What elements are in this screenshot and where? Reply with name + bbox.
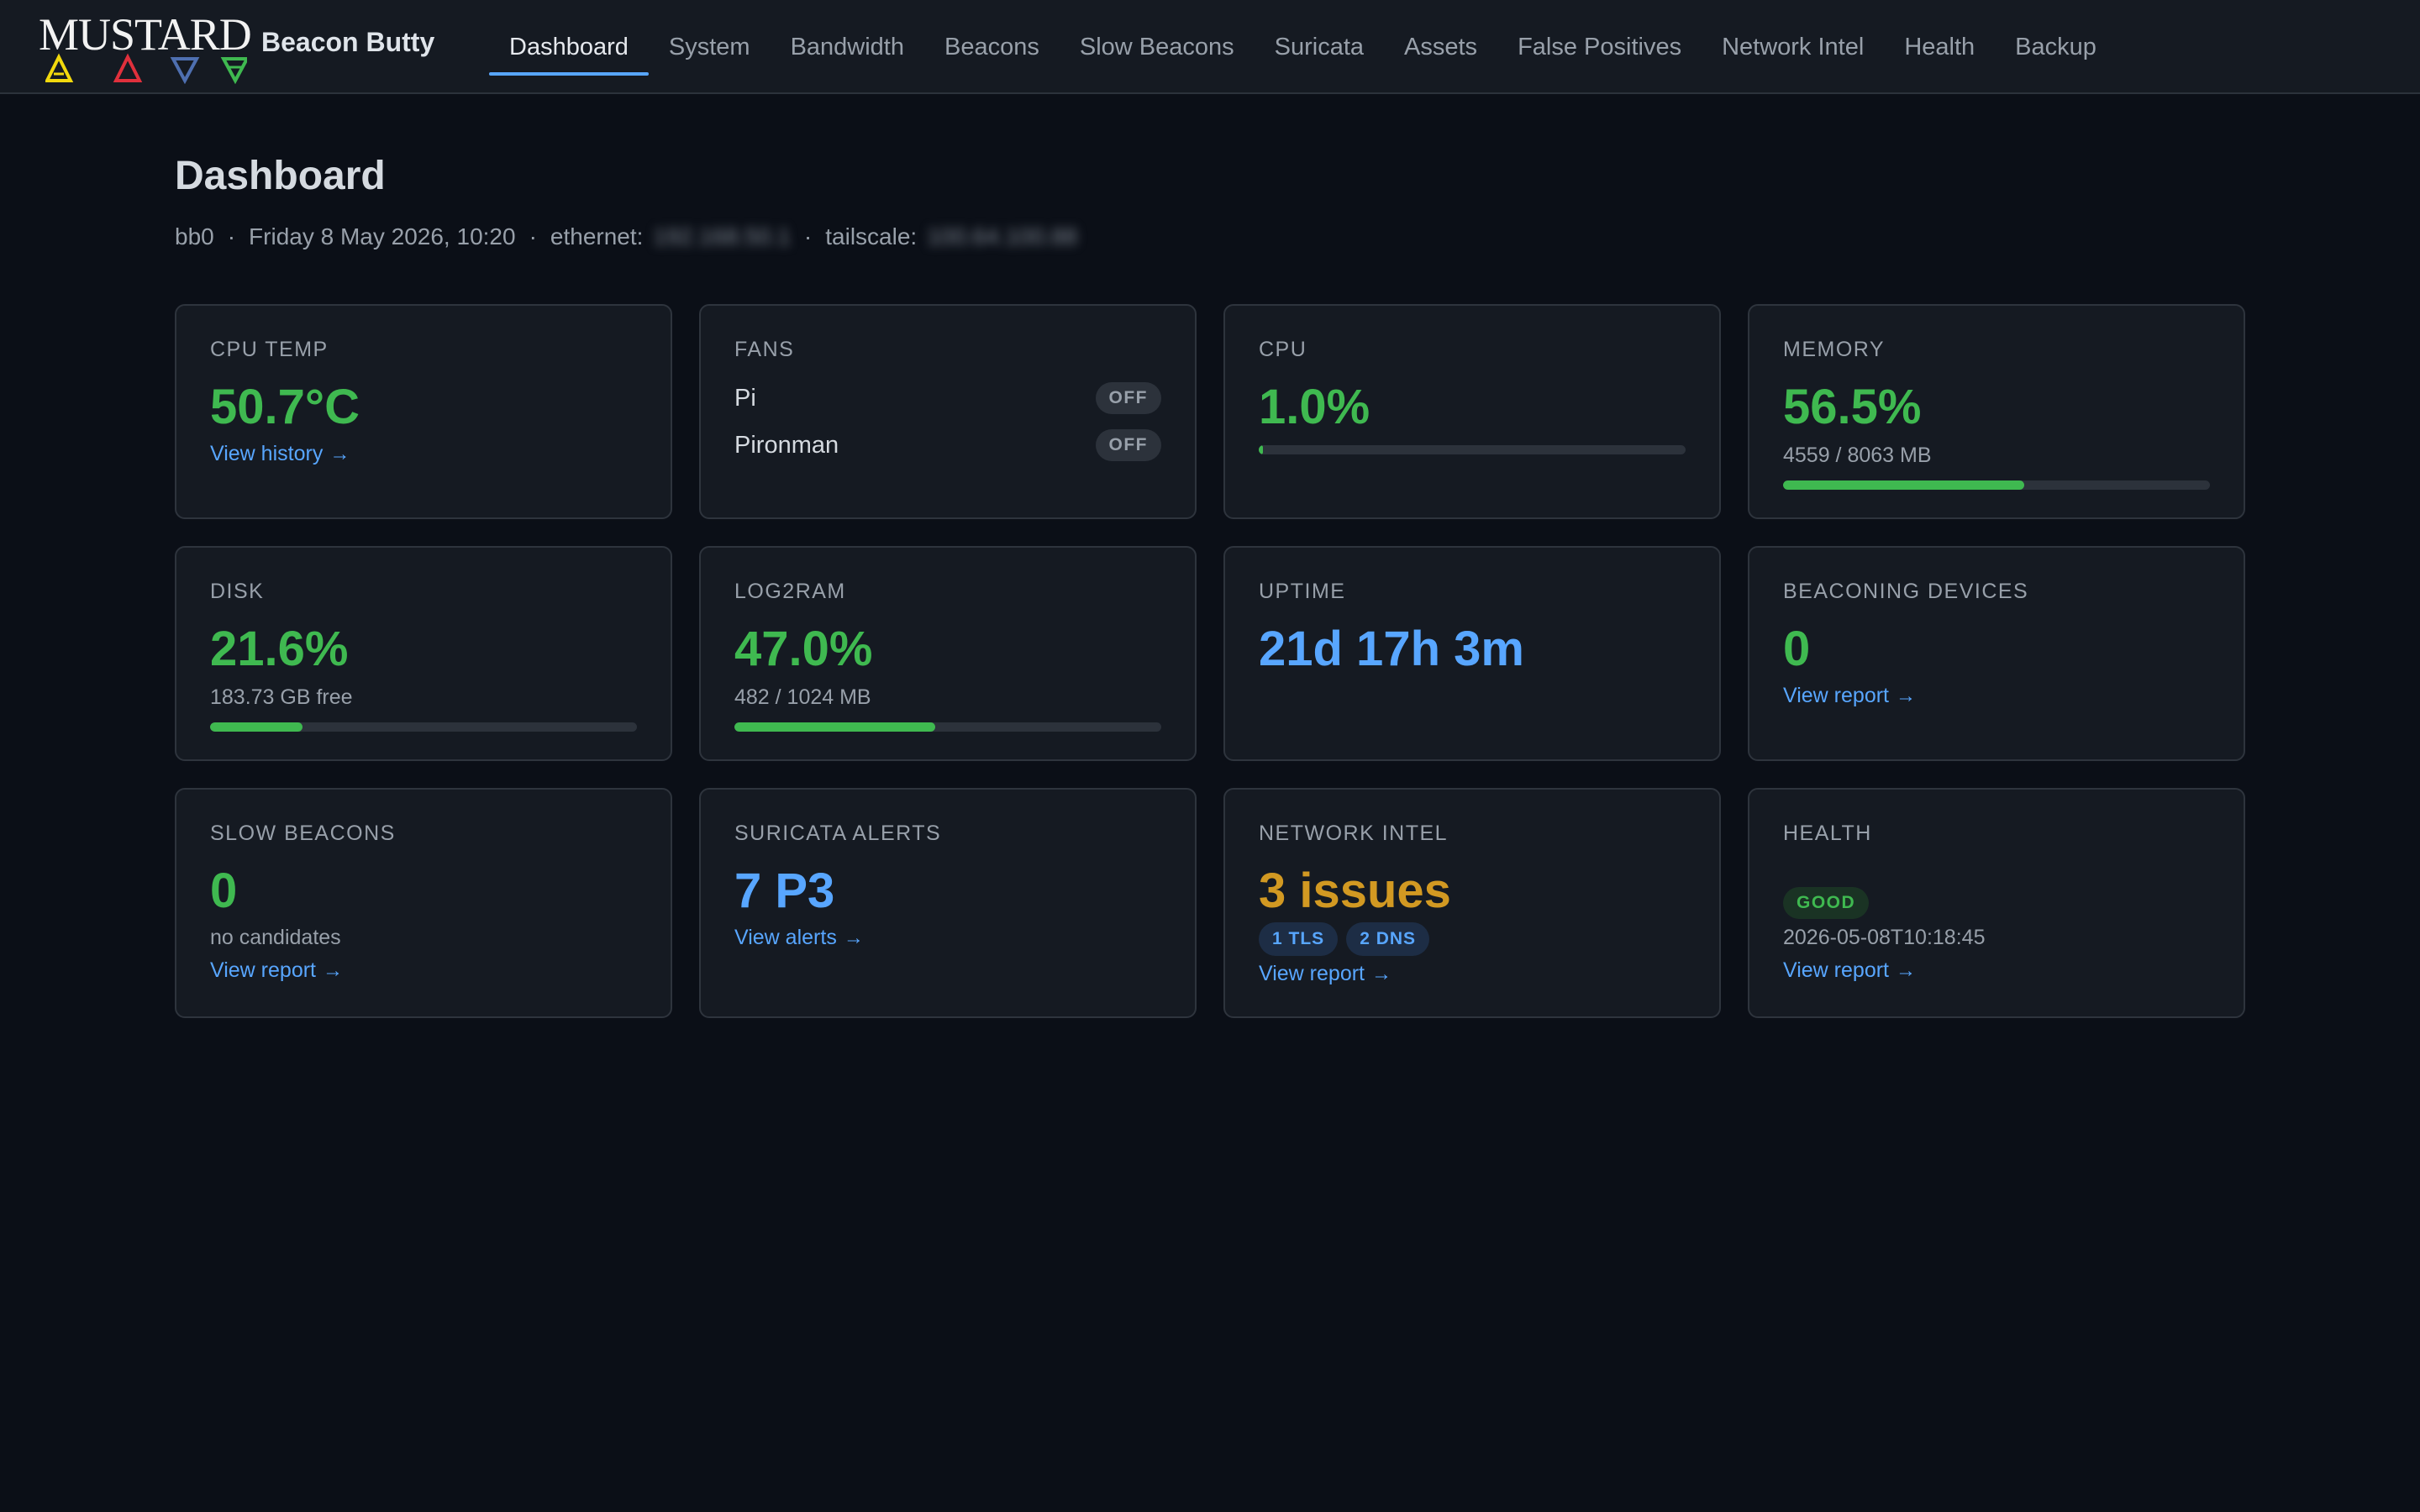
- beaconing-devices-card: BEACONING DEVICES 0 View report →: [1748, 546, 2245, 761]
- health-card: HEALTH GOOD 2026-05-08T10:18:45 View rep…: [1748, 788, 2245, 1018]
- card-label: FANS: [734, 338, 795, 361]
- view-report-link[interactable]: View report →: [1783, 958, 1916, 982]
- log2ram-card: LOG2RAM 47.0% 482 / 1024 MB: [699, 546, 1197, 761]
- suricata-alerts-value: 7 P3: [734, 864, 835, 918]
- disk-value: 21.6%: [210, 622, 349, 676]
- view-report-link[interactable]: View report →: [1259, 962, 1392, 985]
- nav-system[interactable]: System: [668, 33, 750, 60]
- health-timestamp: 2026-05-08T10:18:45: [1783, 926, 1986, 949]
- ethernet-address: 192.168.50.1: [653, 223, 791, 249]
- card-label: LOG2RAM: [734, 580, 846, 603]
- disk-progress-fill: [210, 722, 302, 732]
- dns-issue-chip: 2 DNS: [1346, 922, 1430, 956]
- arrow-right-icon: →: [323, 959, 343, 982]
- tailscale-label: tailscale:: [825, 223, 918, 249]
- cpu-value: 1.0%: [1259, 380, 1370, 434]
- view-history-link[interactable]: View history →: [210, 442, 350, 465]
- top-nav-bar: MUSTARD Beacon Butty Dashboard System Ba…: [0, 0, 2420, 94]
- uptime-value: 21d 17h 3m: [1259, 622, 1524, 676]
- uptime-card: UPTIME 21d 17h 3m: [1223, 546, 1721, 761]
- slow-beacons-value: 0: [210, 864, 238, 918]
- tls-issue-chip: 1 TLS: [1259, 922, 1339, 956]
- page-title: Dashboard: [175, 154, 386, 198]
- arrow-right-icon: →: [843, 927, 864, 949]
- card-label: SLOW BEACONS: [210, 822, 396, 845]
- disk-progress-bar: [210, 722, 637, 732]
- log2ram-detail: 482 / 1024 MB: [734, 685, 871, 709]
- disk-card: DISK 21.6% 183.73 GB free: [175, 546, 672, 761]
- fan-name: Pironman: [734, 431, 839, 459]
- card-label: CPU TEMP: [210, 338, 329, 361]
- cpu-temp-card: CPU TEMP 50.7°C View history →: [175, 304, 672, 519]
- memory-card: MEMORY 56.5% 4559 / 8063 MB: [1748, 304, 2245, 519]
- tailscale-address: 100.64.100.88: [927, 223, 1078, 249]
- fan-status-badge: OFF: [1095, 382, 1161, 414]
- nav-assets[interactable]: Assets: [1404, 33, 1478, 60]
- cpu-progress-bar: [1259, 445, 1686, 454]
- nav-bandwidth[interactable]: Bandwidth: [790, 33, 904, 60]
- ethernet-label: ethernet:: [550, 223, 644, 249]
- health-status-badge: GOOD: [1783, 887, 1870, 919]
- card-label: HEALTH: [1783, 822, 1872, 845]
- log2ram-value: 47.0%: [734, 622, 873, 676]
- nav-beacons[interactable]: Beacons: [944, 33, 1039, 60]
- nav-dashboard[interactable]: Dashboard: [489, 0, 649, 94]
- view-alerts-link[interactable]: View alerts →: [734, 926, 864, 949]
- cpu-card: CPU 1.0%: [1223, 304, 1721, 519]
- fan-status-badge: OFF: [1095, 429, 1161, 461]
- cpu-temp-value: 50.7°C: [210, 380, 360, 434]
- card-label: MEMORY: [1783, 338, 1886, 361]
- arrow-right-icon: →: [1371, 963, 1392, 985]
- card-label: SURICATA ALERTS: [734, 822, 942, 845]
- log2ram-progress-fill: [734, 722, 935, 732]
- view-report-link[interactable]: View report →: [210, 958, 343, 982]
- disk-detail: 183.73 GB free: [210, 685, 353, 709]
- main-nav: Dashboard System Bandwidth Beacons Slow …: [489, 0, 2117, 94]
- cpu-progress-fill: [1259, 445, 1264, 454]
- slow-beacons-detail: no candidates: [210, 926, 341, 949]
- fan-name: Pi: [734, 384, 756, 412]
- log2ram-progress-bar: [734, 722, 1161, 732]
- logo-triangles-icon: [45, 53, 247, 84]
- nav-backup[interactable]: Backup: [2015, 33, 2096, 60]
- beaconing-devices-value: 0: [1783, 622, 1811, 676]
- nav-slow-beacons[interactable]: Slow Beacons: [1079, 33, 1234, 60]
- system-meta-line: bb0 · Friday 8 May 2026, 10:20 · etherne…: [175, 223, 1078, 249]
- network-intel-value: 3 issues: [1259, 864, 1451, 918]
- card-label: BEACONING DEVICES: [1783, 580, 2029, 603]
- memory-progress-bar: [1783, 480, 2210, 490]
- mustard-logo[interactable]: MUSTARD: [39, 9, 252, 84]
- nav-health[interactable]: Health: [1904, 33, 1975, 60]
- fans-card: FANS Pi OFF Pironman OFF: [699, 304, 1197, 519]
- hostname: bb0: [175, 223, 214, 249]
- memory-value: 56.5%: [1783, 380, 1922, 434]
- issue-chips: 1 TLS 2 DNS: [1259, 922, 1430, 956]
- fan-row-pi: Pi OFF: [734, 380, 1161, 417]
- fan-row-pironman: Pironman OFF: [734, 427, 1161, 464]
- suricata-alerts-card: SURICATA ALERTS 7 P3 View alerts →: [699, 788, 1197, 1018]
- network-intel-card: NETWORK INTEL 3 issues 1 TLS 2 DNS View …: [1223, 788, 1721, 1018]
- arrow-right-icon: →: [1896, 959, 1916, 982]
- memory-detail: 4559 / 8063 MB: [1783, 444, 1932, 467]
- card-label: UPTIME: [1259, 580, 1346, 603]
- card-label: CPU: [1259, 338, 1307, 361]
- card-label: DISK: [210, 580, 265, 603]
- brand-name[interactable]: Beacon Butty: [261, 27, 435, 57]
- arrow-right-icon: →: [329, 443, 350, 465]
- nav-false-positives[interactable]: False Positives: [1518, 33, 1682, 60]
- slow-beacons-card: SLOW BEACONS 0 no candidates View report…: [175, 788, 672, 1018]
- nav-suricata[interactable]: Suricata: [1274, 33, 1365, 60]
- memory-progress-fill: [1783, 480, 2025, 490]
- current-datetime: Friday 8 May 2026, 10:20: [249, 223, 516, 249]
- arrow-right-icon: →: [1896, 685, 1916, 707]
- nav-network-intel[interactable]: Network Intel: [1722, 33, 1865, 60]
- card-label: NETWORK INTEL: [1259, 822, 1449, 845]
- logo-wordmark: MUSTARD: [39, 9, 252, 60]
- view-report-link[interactable]: View report →: [1783, 684, 1916, 707]
